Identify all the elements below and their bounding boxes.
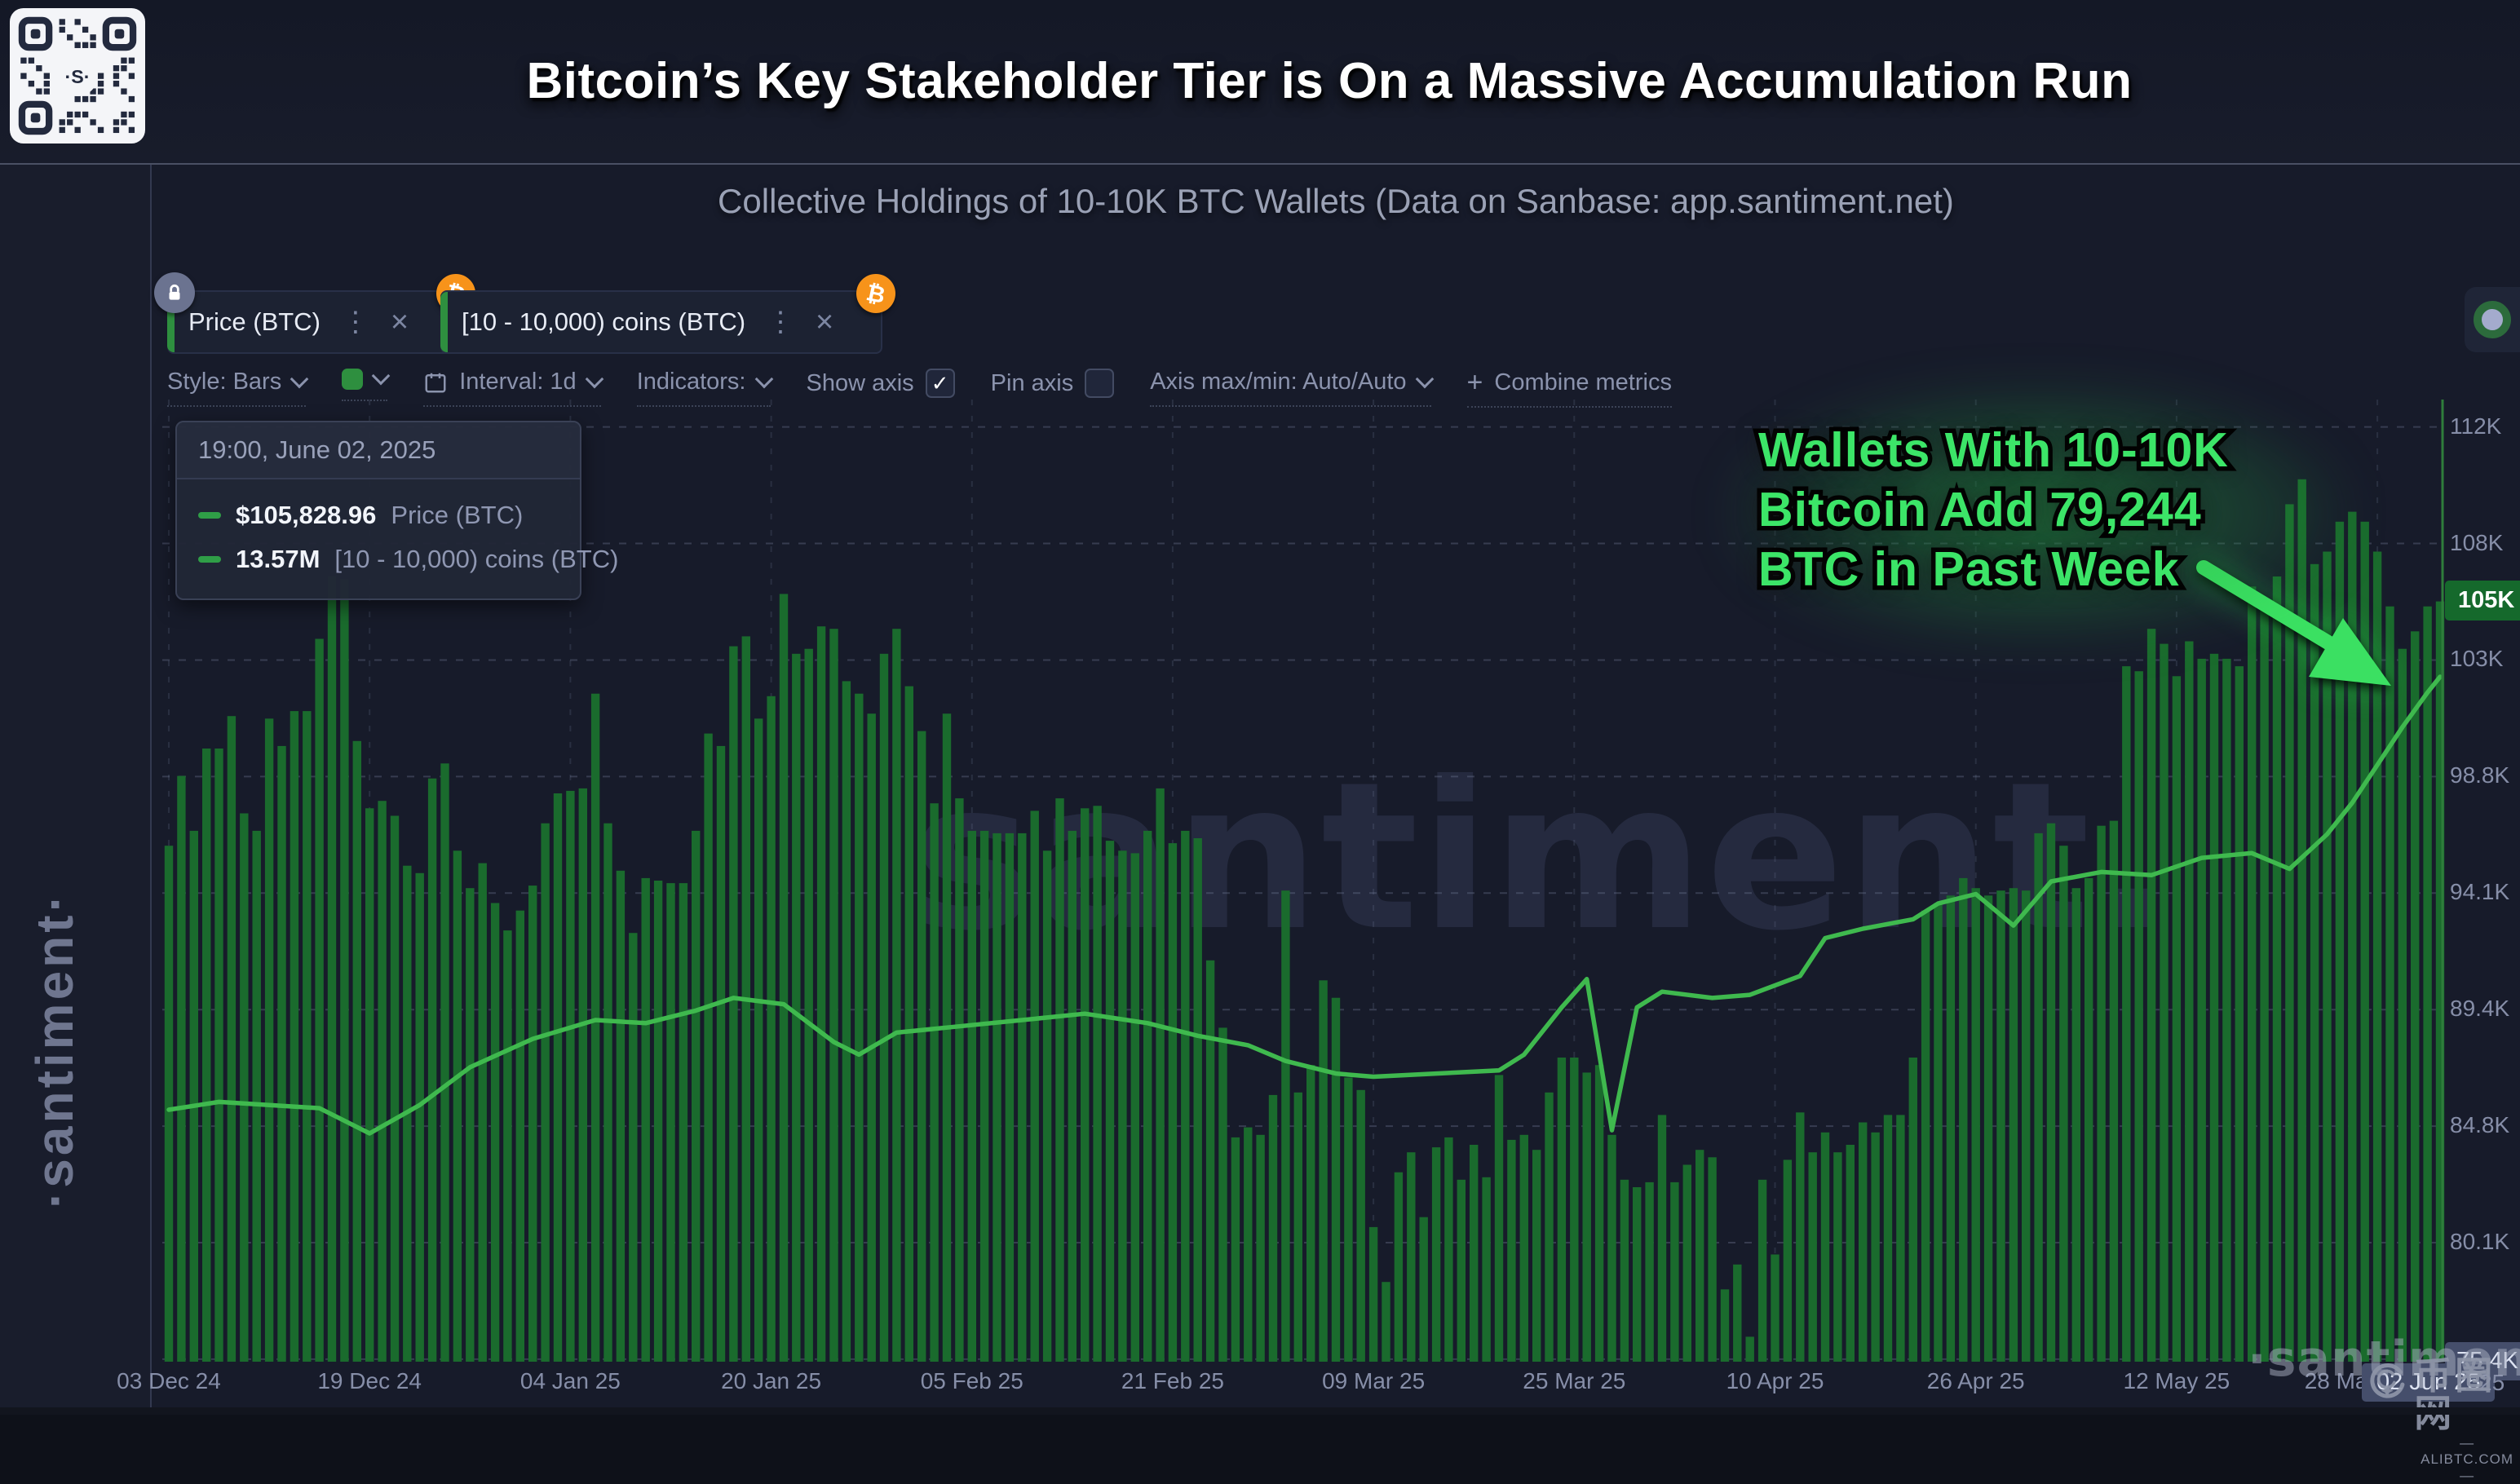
x-tick-label: 05 Feb 25: [920, 1368, 1023, 1393]
bottom-santiment-watermark: ·santiment: [2248, 1331, 2520, 1388]
metric-options-icon[interactable]: ⋮: [341, 307, 369, 338]
tooltip-timestamp: 19:00, June 02, 2025: [177, 422, 580, 479]
x-tick-label: 10 Apr 25: [1726, 1368, 1824, 1393]
chart-plot-area[interactable]: [0, 0, 2520, 1415]
pin-axis-checkbox[interactable]: [1085, 369, 1115, 398]
combine-metrics-button[interactable]: + Combine metrics: [1466, 367, 1672, 408]
current-price-badge: 105K: [2445, 580, 2520, 621]
metric-options-icon[interactable]: ⋮: [767, 307, 795, 338]
cn-watermark-text: 币圈网: [2414, 1354, 2496, 1432]
pin-axis-toggle[interactable]: Pin axis: [991, 369, 1115, 408]
tooltip-row-price: $105,828.96 Price (BTC): [198, 501, 559, 530]
qr-center-logo: ·S·: [65, 66, 91, 87]
series-dash-icon: [198, 556, 221, 563]
show-axis-checkbox[interactable]: [925, 369, 955, 398]
header-bar: ·S· Bitcoin’s Key Stakeholder Tier is On…: [0, 0, 2520, 165]
x-tick-label: 21 Feb 25: [1121, 1368, 1224, 1393]
annotation-line-2: Bitcoin Add 79,244: [1754, 479, 2206, 541]
metric-chip-price-btc[interactable]: Price (BTC) ⋮ × ₿: [154, 270, 480, 354]
metric-chip-label: Price (BTC): [188, 307, 321, 336]
lock-icon: [154, 272, 195, 313]
annotation-line-3: BTC in Past Week: [1754, 538, 2184, 601]
y-tick-label: 84.8K: [2450, 1112, 2510, 1138]
y-tick-label: 112K: [2450, 413, 2502, 439]
page-title: Bitcoin’s Key Stakeholder Tier is On a M…: [526, 52, 2133, 109]
x-tick-label: 20 Jan 25: [721, 1368, 822, 1393]
y-tick-label: 94.1K: [2450, 879, 2510, 905]
style-dropdown[interactable]: Style: Bars: [167, 369, 309, 407]
color-swatch: [342, 369, 364, 390]
x-tick-label: 26 Apr 25: [1926, 1368, 2025, 1393]
chevron-down-icon: [754, 369, 773, 388]
chart-settings-button[interactable]: [2465, 287, 2520, 352]
holdings-line-series: [166, 674, 2443, 1136]
tooltip-price-value: $105,828.96: [236, 501, 377, 529]
cn-watermark-subtext: —ALIBTC.COM—: [2421, 1435, 2514, 1483]
x-tick-label: 09 Mar 25: [1322, 1368, 1426, 1393]
plus-icon: +: [1466, 367, 1483, 398]
axis-maxmin-dropdown[interactable]: Axis max/min: Auto/Auto: [1150, 369, 1434, 407]
y-tick-label: 98.8K: [2450, 762, 2510, 788]
interval-dropdown[interactable]: Interval: 1d: [423, 369, 604, 407]
combine-metrics-label: Combine metrics: [1494, 369, 1672, 395]
pin-axis-label: Pin axis: [990, 369, 1074, 396]
price-bars-series: [164, 479, 2445, 1362]
chevron-down-icon: [1415, 369, 1434, 388]
tooltip-holdings-label: [10 - 10,000) coins (BTC): [334, 545, 619, 573]
x-tick-label: 19 Dec 24: [317, 1368, 422, 1393]
style-label: Style: Bars: [167, 369, 282, 395]
metric-chip-label: [10 - 10,000) coins (BTC): [462, 307, 746, 336]
metric-close-icon[interactable]: ×: [390, 305, 409, 339]
color-dropdown[interactable]: [342, 366, 391, 401]
indicators-dropdown[interactable]: Indicators:: [636, 369, 773, 407]
series-dash-icon: [198, 512, 221, 519]
x-tick-label: 04 Jan 25: [519, 1368, 621, 1393]
footer-strip: [0, 1407, 2520, 1415]
tooltip-price-label: Price (BTC): [391, 501, 524, 529]
x-tick-label: 12 May 25: [2123, 1368, 2230, 1393]
chevron-down-icon: [371, 366, 391, 386]
chevron-down-icon: [290, 369, 309, 388]
swirl-logo-icon: [2370, 1363, 2405, 1398]
x-tick-label: 03 Dec 24: [117, 1368, 221, 1393]
cn-site-watermark: 币圈网 —ALIBTC.COM—: [2367, 1357, 2520, 1484]
tooltip-row-holdings: 13.57M [10 - 10,000) coins (BTC): [198, 545, 618, 574]
indicators-label: Indicators:: [636, 369, 746, 395]
tooltip-holdings-value: 13.57M: [236, 545, 321, 573]
y-tick-label: 80.1K: [2450, 1229, 2510, 1255]
record-circle-icon: [2474, 301, 2511, 338]
axis-maxmin-label: Axis max/min: Auto/Auto: [1150, 369, 1407, 395]
metric-close-icon[interactable]: ×: [816, 305, 834, 339]
chart-toolbar: Style: Bars Interval: 1d Indicators: Sho…: [167, 366, 2124, 421]
annotation-glow: [1729, 383, 2349, 644]
annotation-text: Wallets With 10-10K Bitcoin Add 79,244 B…: [1754, 419, 2233, 601]
chevron-down-icon: [585, 369, 604, 388]
show-axis-label: Show axis: [806, 369, 914, 396]
y-tick-label: 108K: [2450, 529, 2504, 555]
sidebar: ·santiment·: [0, 165, 152, 1415]
annotation-line-1: Wallets With 10-10K: [1754, 419, 2233, 482]
x-tick-label: 25 Mar 25: [1523, 1368, 1626, 1393]
qr-code: ·S·: [10, 8, 145, 144]
calendar-icon: [425, 373, 446, 392]
y-tick-label: 89.4K: [2450, 996, 2510, 1022]
chart-tooltip: 19:00, June 02, 2025 $105,828.96 Price (…: [175, 421, 618, 600]
show-axis-toggle[interactable]: Show axis: [807, 369, 955, 408]
partial-date-tick: 25: [2479, 1370, 2505, 1395]
y-tick-label: 103K: [2450, 646, 2504, 672]
chart-subtitle: Collective Holdings of 10-10K BTC Wallet…: [718, 182, 1954, 220]
metric-chip-coins-btc[interactable]: [10 - 10,000) coins (BTC) ⋮ × ₿: [440, 270, 900, 354]
interval-label: Interval: 1d: [459, 369, 577, 395]
